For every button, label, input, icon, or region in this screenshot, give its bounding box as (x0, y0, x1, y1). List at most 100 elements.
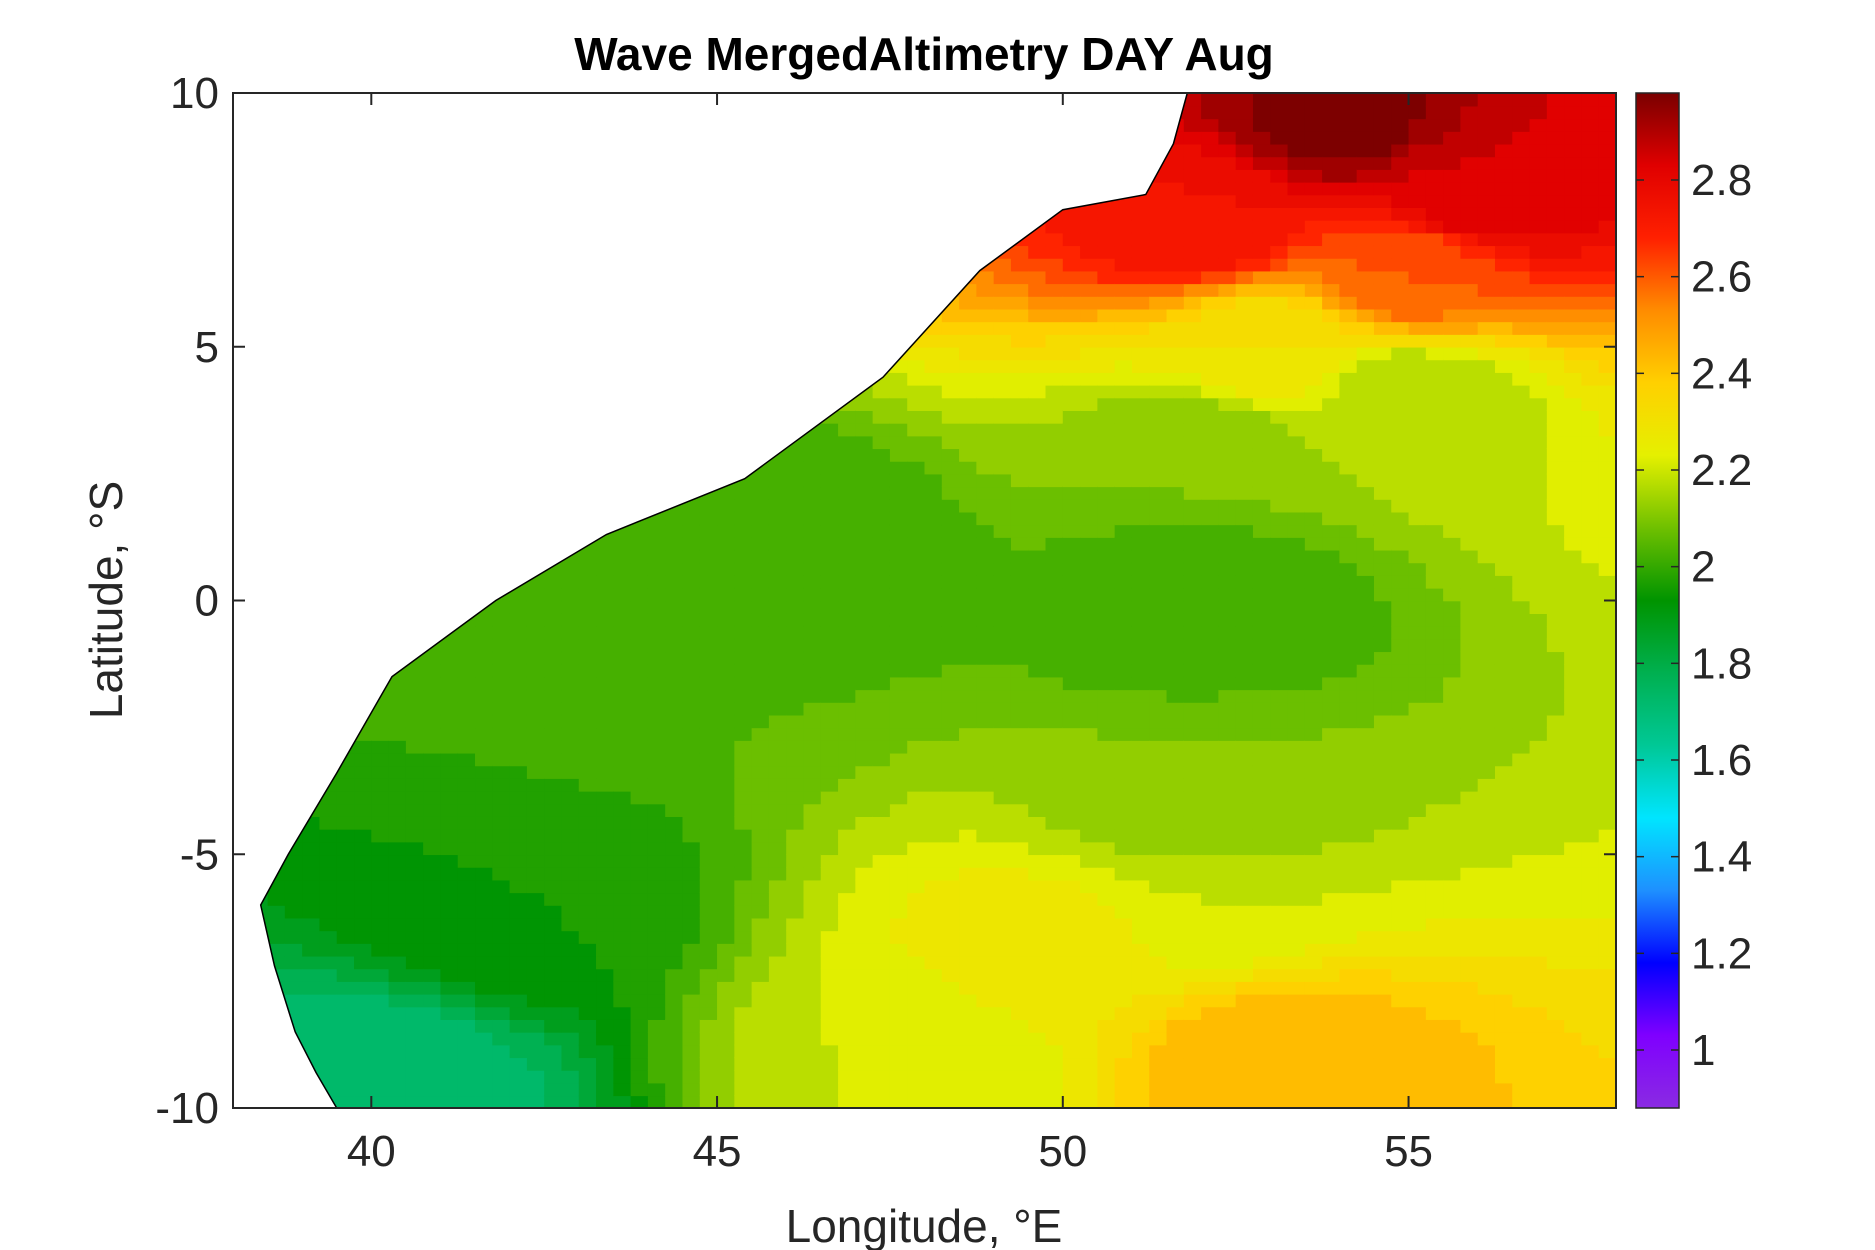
contour-cell (768, 752, 787, 767)
contour-cell (1183, 638, 1202, 653)
contour-cell (492, 1044, 511, 1059)
contour-cell (872, 600, 891, 614)
contour-cell (1201, 778, 1220, 792)
contour-cell (613, 841, 632, 856)
contour-cell (1270, 448, 1289, 462)
contour-cell (1270, 803, 1289, 817)
contour-cell (1252, 1031, 1272, 1046)
contour-cell (630, 816, 649, 830)
contour-cell (596, 905, 615, 919)
contour-cell (1149, 943, 1168, 957)
contour-cell (509, 1082, 528, 1097)
contour-cell (1304, 1044, 1323, 1059)
contour-cell (509, 1006, 528, 1020)
contour-cell (959, 714, 978, 729)
contour-cell (336, 1082, 355, 1097)
contour-cell (872, 473, 891, 488)
contour-cell (1028, 283, 1047, 297)
contour-cell (768, 1095, 787, 1108)
contour-cell (1183, 257, 1202, 272)
contour-cell (1304, 866, 1323, 881)
contour-cell (1287, 993, 1306, 1008)
contour-cell (1166, 410, 1185, 424)
contour-cell (734, 917, 753, 932)
contour-cell (1218, 499, 1237, 513)
contour-cell (509, 816, 528, 830)
contour-cell (457, 765, 476, 779)
contour-cell (1045, 1082, 1064, 1097)
contour-cell (1166, 1082, 1185, 1097)
contour-cell (1166, 562, 1185, 576)
contour-cell (509, 803, 528, 817)
contour-cell (1149, 346, 1168, 361)
contour-cell (889, 549, 909, 564)
contour-cell (751, 854, 770, 868)
contour-cell (786, 460, 805, 475)
contour-cell (993, 740, 1012, 754)
contour-cell (1201, 473, 1220, 488)
contour-cell (388, 702, 407, 716)
contour-cell (1304, 854, 1323, 868)
contour-cell (526, 1006, 545, 1020)
contour-cell (405, 1031, 424, 1046)
contour-cell (959, 524, 978, 538)
contour-cell (717, 993, 736, 1008)
contour-cell (976, 702, 995, 716)
contour-cell (596, 1082, 615, 1097)
contour-cell (734, 765, 753, 779)
contour-cell (1028, 1057, 1047, 1071)
contour-cell (1149, 1019, 1168, 1033)
contour-cell (440, 638, 459, 653)
contour-cell (1218, 194, 1237, 208)
contour-cell (1235, 993, 1254, 1008)
contour-cell (596, 1006, 615, 1020)
contour-cell (475, 816, 494, 830)
contour-cell (1166, 676, 1185, 691)
contour-cell (1010, 257, 1030, 272)
contour-cell (405, 866, 424, 881)
contour-cell (1218, 613, 1237, 627)
contour-cell (1235, 828, 1254, 843)
contour-cell (1080, 841, 1099, 856)
contour-cell (855, 537, 874, 551)
contour-cell (665, 727, 684, 741)
contour-cell (440, 714, 459, 729)
contour-cell (284, 905, 303, 919)
contour-cell (1114, 651, 1133, 665)
contour-cell (907, 1069, 926, 1084)
contour-cell (578, 854, 597, 868)
contour-cell (786, 486, 805, 500)
contour-cell (924, 930, 943, 944)
contour-cell (1149, 334, 1168, 348)
contour-cell (526, 841, 545, 856)
contour-cell (855, 1095, 874, 1108)
contour-cell (1028, 1044, 1047, 1059)
contour-cell (1201, 397, 1220, 411)
contour-cell (872, 1044, 891, 1059)
contour-cell (509, 638, 528, 653)
contour-cell (1114, 1095, 1133, 1108)
contour-cell (1028, 1019, 1047, 1033)
contour-cell (1062, 968, 1081, 982)
contour-cell (1010, 575, 1030, 589)
contour-cell (1183, 1082, 1202, 1097)
contour-cell (1080, 499, 1099, 513)
contour-cell (1010, 993, 1030, 1008)
contour-cell (1252, 752, 1272, 767)
contour-cell (336, 866, 355, 881)
contour-cell (423, 866, 442, 881)
contour-cell (1062, 727, 1081, 741)
contour-cell (768, 562, 787, 576)
contour-cell (1287, 714, 1306, 729)
contour-cell (941, 460, 960, 475)
contour-cell (682, 790, 701, 805)
contour-cell (1235, 473, 1254, 488)
contour-cell (1270, 625, 1289, 640)
contour-cell (388, 765, 407, 779)
contour-cell (1062, 663, 1081, 678)
contour-cell (1287, 524, 1306, 538)
contour-cell (405, 714, 424, 729)
contour-cell (1114, 714, 1133, 729)
contour-cell (1252, 131, 1272, 145)
contour-cell (336, 892, 355, 906)
